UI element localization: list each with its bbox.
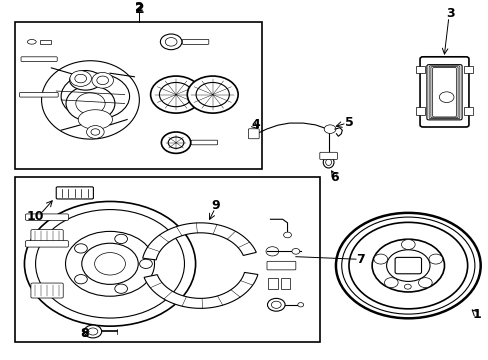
Circle shape xyxy=(165,37,177,46)
Circle shape xyxy=(196,82,229,107)
FancyBboxPatch shape xyxy=(31,230,63,244)
Circle shape xyxy=(371,239,444,292)
Circle shape xyxy=(66,86,115,121)
FancyBboxPatch shape xyxy=(319,152,337,159)
Circle shape xyxy=(159,82,192,107)
Text: 1: 1 xyxy=(471,308,480,321)
FancyBboxPatch shape xyxy=(56,187,93,199)
Ellipse shape xyxy=(69,71,102,90)
Text: 10: 10 xyxy=(27,210,44,223)
Circle shape xyxy=(187,76,238,113)
Circle shape xyxy=(418,278,431,288)
FancyBboxPatch shape xyxy=(394,257,421,274)
Circle shape xyxy=(283,232,291,238)
Circle shape xyxy=(115,234,127,243)
Circle shape xyxy=(335,213,480,318)
FancyBboxPatch shape xyxy=(21,57,57,62)
Circle shape xyxy=(140,259,152,269)
Circle shape xyxy=(65,231,154,296)
Text: 5: 5 xyxy=(345,116,353,129)
Polygon shape xyxy=(142,223,256,260)
Circle shape xyxy=(384,278,397,288)
Bar xyxy=(15,22,261,170)
Circle shape xyxy=(84,325,102,338)
Circle shape xyxy=(160,34,182,50)
Circle shape xyxy=(36,210,184,318)
Circle shape xyxy=(150,76,201,113)
Circle shape xyxy=(88,328,98,335)
Text: 4: 4 xyxy=(251,118,260,131)
Circle shape xyxy=(341,217,474,314)
Circle shape xyxy=(75,244,87,253)
Circle shape xyxy=(438,92,453,103)
Polygon shape xyxy=(144,273,257,308)
Circle shape xyxy=(265,247,278,256)
Circle shape xyxy=(386,250,429,282)
FancyBboxPatch shape xyxy=(31,283,63,298)
Circle shape xyxy=(70,71,91,86)
Circle shape xyxy=(404,284,410,289)
FancyBboxPatch shape xyxy=(191,140,217,145)
Ellipse shape xyxy=(27,40,36,44)
FancyBboxPatch shape xyxy=(182,39,208,44)
Circle shape xyxy=(297,303,303,307)
Circle shape xyxy=(86,126,104,138)
Circle shape xyxy=(168,137,183,148)
FancyBboxPatch shape xyxy=(20,93,58,97)
Circle shape xyxy=(161,132,190,153)
Circle shape xyxy=(271,301,281,309)
Text: 7: 7 xyxy=(356,253,365,266)
FancyBboxPatch shape xyxy=(248,129,259,139)
Ellipse shape xyxy=(323,157,333,168)
Text: 3: 3 xyxy=(446,7,454,20)
Circle shape xyxy=(348,222,467,309)
Circle shape xyxy=(267,298,285,311)
Circle shape xyxy=(115,284,127,293)
Circle shape xyxy=(324,125,335,134)
Circle shape xyxy=(92,72,113,88)
Text: 9: 9 xyxy=(211,198,220,212)
Circle shape xyxy=(428,254,442,264)
Circle shape xyxy=(76,93,105,114)
Circle shape xyxy=(24,202,195,326)
FancyBboxPatch shape xyxy=(419,57,468,127)
Bar xyxy=(15,176,320,342)
FancyBboxPatch shape xyxy=(40,40,51,44)
Circle shape xyxy=(401,239,414,249)
Ellipse shape xyxy=(78,110,112,129)
FancyBboxPatch shape xyxy=(25,240,68,247)
Ellipse shape xyxy=(61,73,129,120)
FancyBboxPatch shape xyxy=(426,65,461,120)
FancyBboxPatch shape xyxy=(268,278,278,289)
FancyBboxPatch shape xyxy=(266,261,295,270)
Ellipse shape xyxy=(41,61,139,139)
Bar xyxy=(463,66,472,73)
Ellipse shape xyxy=(325,159,331,166)
Bar xyxy=(415,107,424,115)
Circle shape xyxy=(97,76,108,85)
FancyBboxPatch shape xyxy=(25,214,68,220)
Circle shape xyxy=(373,254,387,264)
Circle shape xyxy=(75,74,86,83)
Bar xyxy=(415,66,424,73)
Circle shape xyxy=(75,275,87,284)
Circle shape xyxy=(95,253,125,275)
Circle shape xyxy=(81,243,138,284)
FancyBboxPatch shape xyxy=(280,278,290,289)
Bar xyxy=(463,107,472,115)
Text: 2: 2 xyxy=(135,1,143,14)
Circle shape xyxy=(91,129,100,135)
Text: 8: 8 xyxy=(80,328,88,341)
Text: 2: 2 xyxy=(134,2,144,16)
Circle shape xyxy=(291,248,299,254)
Text: 6: 6 xyxy=(330,171,339,184)
